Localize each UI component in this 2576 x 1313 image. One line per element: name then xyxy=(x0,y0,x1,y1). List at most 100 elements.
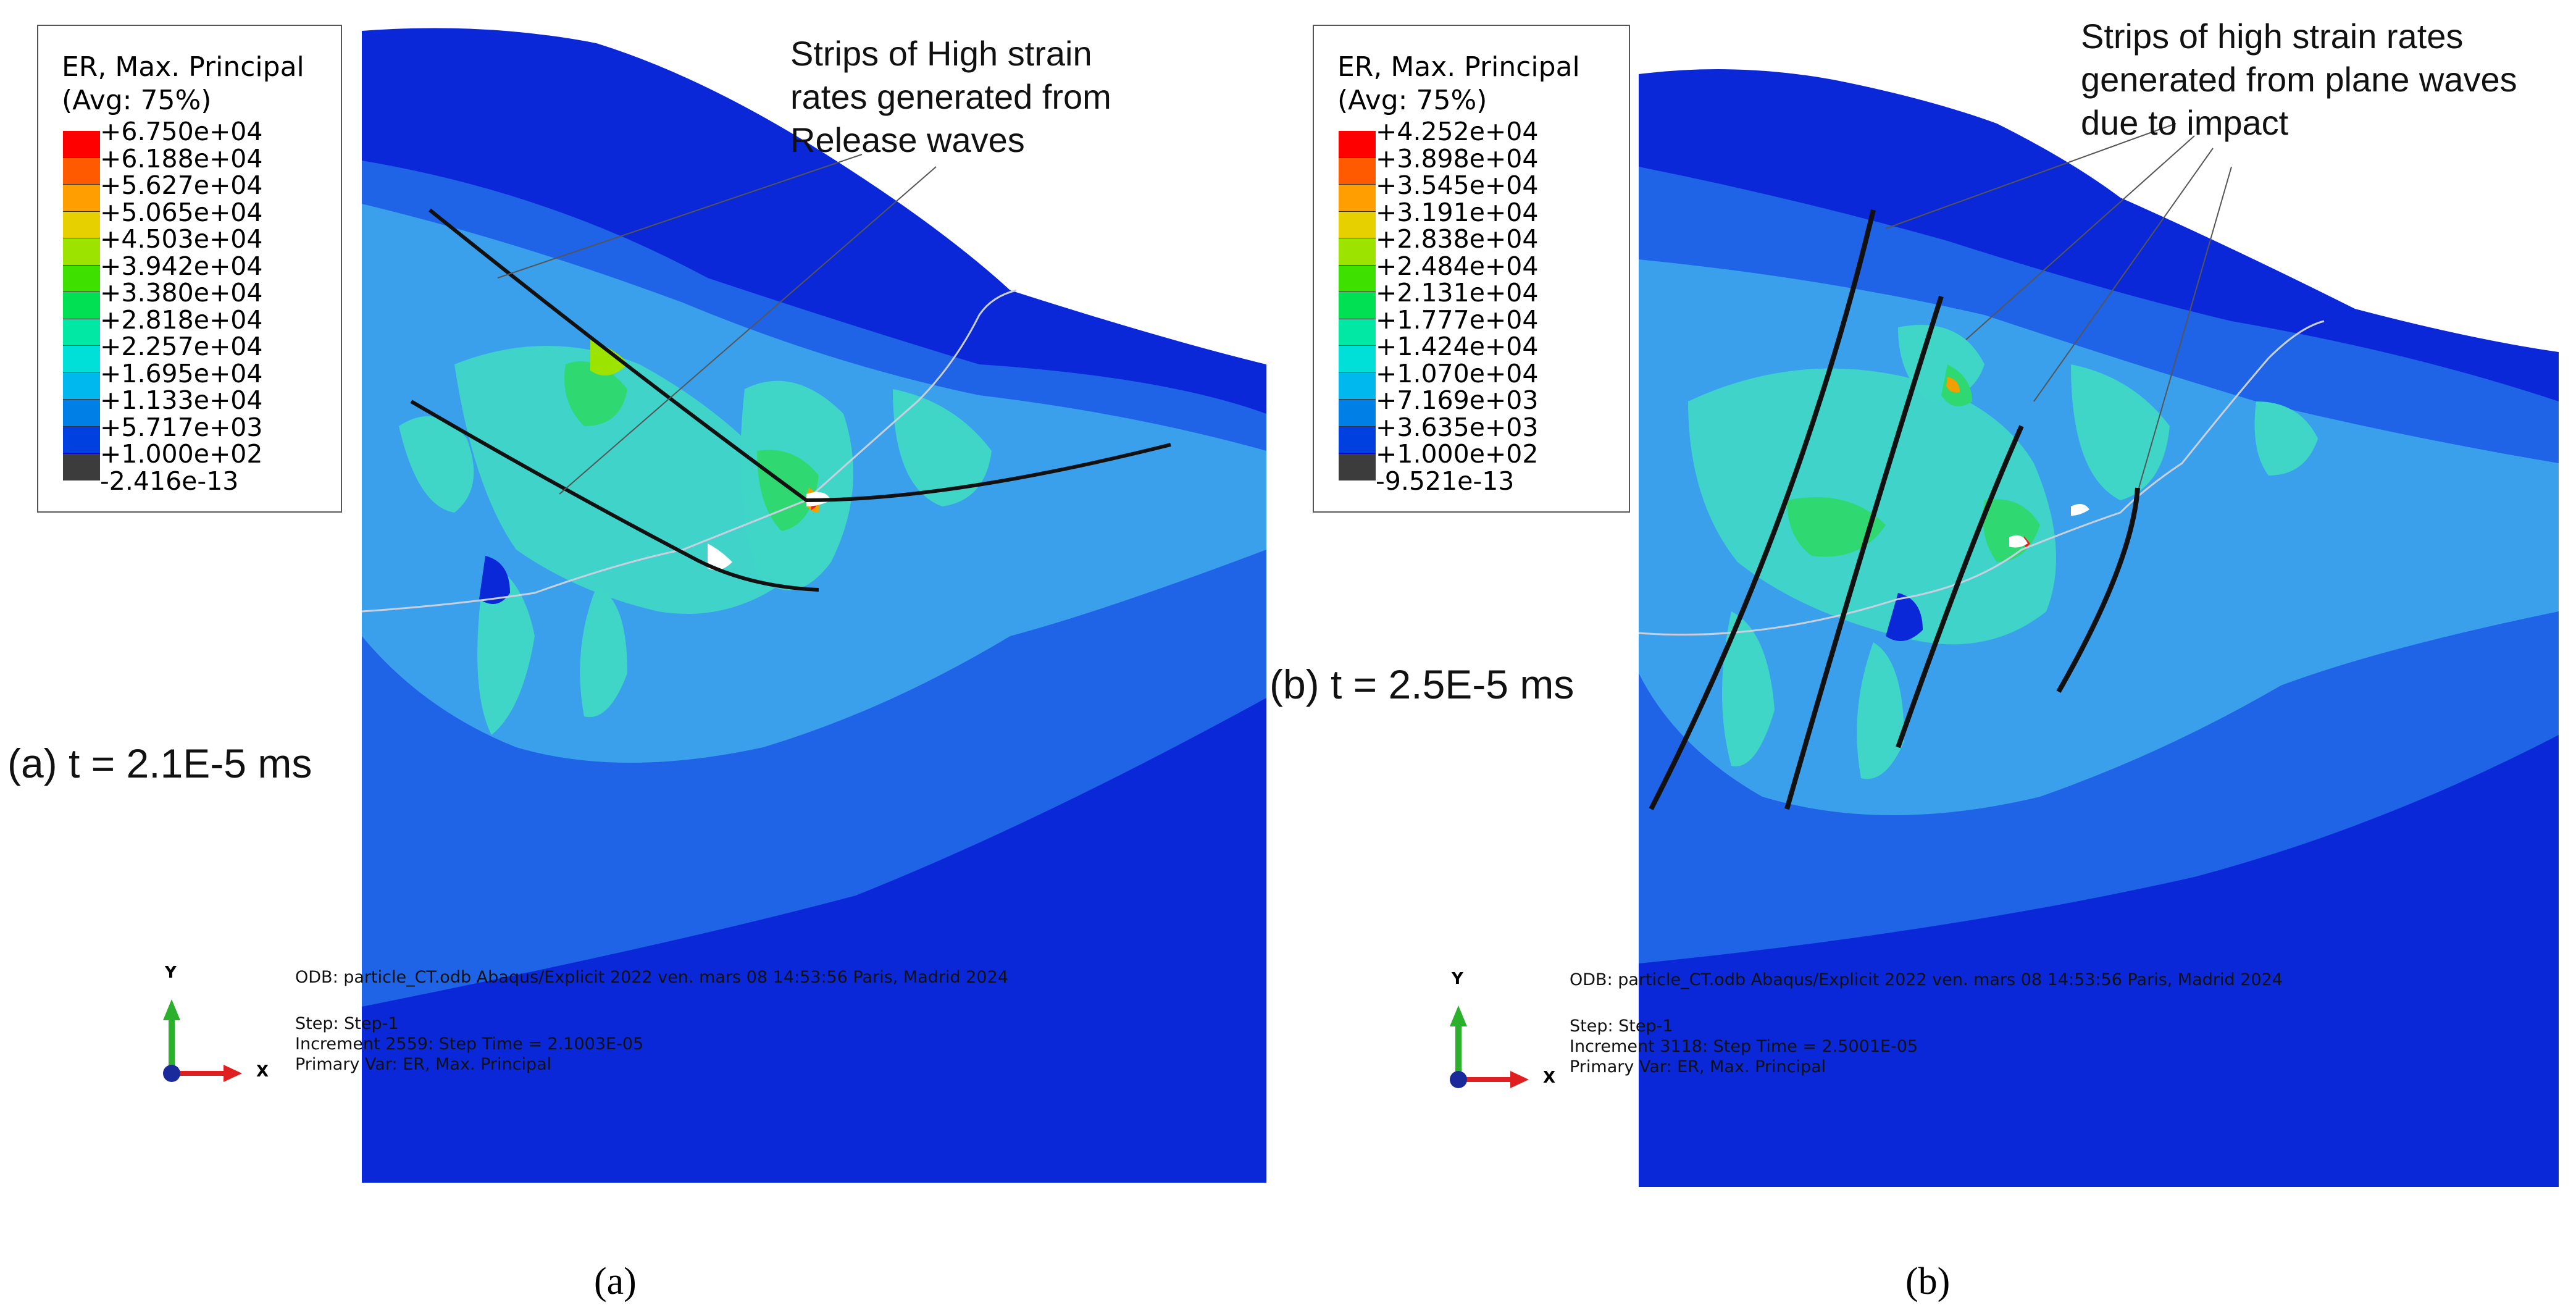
legend-value: +1.133e+04 xyxy=(100,385,263,415)
legend-entry: +3.380e+04 xyxy=(63,278,384,319)
legend-swatch xyxy=(1339,426,1376,453)
legend-swatch xyxy=(63,372,100,400)
legend-entry: +2.484e+04 xyxy=(1339,251,1660,292)
axis-triad-b: Y X xyxy=(1441,970,1577,1105)
odb-line: ODB: particle_CT.odb Abaqus/Explicit 202… xyxy=(295,968,1008,987)
legend-entry: +2.818e+04 xyxy=(63,304,384,346)
legend-value: +5.717e+03 xyxy=(100,412,263,442)
y-axis-label: Y xyxy=(165,963,177,982)
contour-field-a xyxy=(362,19,1266,1183)
legend-swatch xyxy=(1339,211,1376,238)
legend-swatch xyxy=(63,346,100,373)
time-label-b: (b) t = 2.5E-5 ms xyxy=(1269,661,1574,707)
legend-swatch xyxy=(1339,131,1376,158)
legend-value: +1.424e+04 xyxy=(1376,332,1539,361)
legend-value: +3.635e+03 xyxy=(1376,412,1539,442)
legend-entry: +4.252e+04 xyxy=(1339,119,1660,158)
legend-value: +2.484e+04 xyxy=(1376,251,1539,281)
legend-entry: +1.133e+04 xyxy=(63,385,384,427)
legend-swatch xyxy=(1339,400,1376,427)
legend-entry: +5.717e+03 xyxy=(63,412,384,453)
legend-swatch xyxy=(1339,238,1376,266)
legend-value: +5.065e+04 xyxy=(100,197,263,227)
legend-swatch xyxy=(1339,185,1376,212)
legend-entry: +3.191e+04 xyxy=(1339,197,1660,238)
legend-entry: +3.635e+03 xyxy=(1339,412,1660,453)
legend-entry: +6.750e+04 xyxy=(63,117,384,158)
time-label-a: (a) t = 2.1E-5 ms xyxy=(7,740,312,786)
axis-triad-icon xyxy=(1450,1005,1529,1088)
legend-value: +2.131e+04 xyxy=(1376,278,1539,308)
legend-b: ER, Max. Principal (Avg: 75%) +4.252e+04… xyxy=(1313,25,1630,513)
legend-title: ER, Max. Principal (Avg: 75%) xyxy=(62,51,304,116)
legend-value: +6.188e+04 xyxy=(100,143,263,174)
legend-value: +1.695e+04 xyxy=(100,358,263,388)
legend-value: +2.257e+04 xyxy=(100,332,263,361)
legend-entry: +3.898e+04 xyxy=(1339,143,1660,185)
annotation-b: Strips of high strain rates generated fr… xyxy=(2081,15,2517,145)
legend-entry: +7.169e+03 xyxy=(1339,387,1660,427)
legend-value: +1.000e+02 xyxy=(1376,439,1539,469)
axis-triad-a: Y X xyxy=(154,963,290,1099)
legend-swatch xyxy=(1339,292,1376,319)
legend-value: +3.380e+04 xyxy=(100,278,263,308)
annotation-line: Strips of high strain rates xyxy=(2081,17,2464,56)
caption-b: (b) xyxy=(1905,1261,1951,1303)
contour-field-b xyxy=(1639,56,2559,1187)
legend-value: +2.818e+04 xyxy=(100,304,263,335)
legend-swatch xyxy=(63,400,100,427)
step-line: Step: Step-1 xyxy=(1570,1017,1673,1036)
legend-entry: +1.070e+04 xyxy=(1339,358,1660,400)
legend-value: +5.627e+04 xyxy=(100,170,263,200)
annotation-a: Strips of High strain rates generated fr… xyxy=(790,32,1111,162)
annotation-line: rates generated from xyxy=(790,77,1111,116)
legend-title: ER, Max. Principal (Avg: 75%) xyxy=(1337,51,1580,116)
legend-swatch xyxy=(63,131,100,158)
legend-entry: +5.065e+04 xyxy=(63,197,384,238)
legend-swatch xyxy=(1339,265,1376,292)
panel-b: ER, Max. Principal (Avg: 75%) +4.252e+04… xyxy=(1269,0,2576,1313)
annotation-line: Strips of High strain xyxy=(790,34,1092,73)
legend-entry: -9.521e-13 xyxy=(1339,453,1660,496)
legend-value: +6.750e+04 xyxy=(100,117,263,146)
legend-value: +3.898e+04 xyxy=(1376,143,1539,174)
legend-swatch xyxy=(63,292,100,319)
legend-a: ER, Max. Principal (Avg: 75%) +6.750e+04… xyxy=(37,25,342,513)
legend-entry: +1.424e+04 xyxy=(1339,332,1660,373)
caption-a: (a) xyxy=(594,1261,637,1303)
odb-info-a: ODB: particle_CT.odb Abaqus/Explicit 202… xyxy=(295,967,1008,1075)
legend-entry: +2.257e+04 xyxy=(63,332,384,373)
x-axis-label: X xyxy=(1543,1068,1556,1087)
legend-swatch xyxy=(1339,453,1376,480)
legend-swatch xyxy=(63,185,100,212)
panel-a: ER, Max. Principal (Avg: 75%) +6.750e+04… xyxy=(7,19,1266,1303)
legend-entry: +1.000e+02 xyxy=(63,441,384,468)
legend-swatch xyxy=(63,265,100,292)
legend-value: +1.070e+04 xyxy=(1376,358,1539,388)
legend-swatch xyxy=(63,453,100,480)
legend-entry: +1.777e+04 xyxy=(1339,304,1660,346)
annotation-line: due to impact xyxy=(2081,103,2289,142)
legend-entry: +6.188e+04 xyxy=(63,143,384,185)
legend-value: +2.838e+04 xyxy=(1376,224,1539,254)
legend-swatch xyxy=(63,319,100,346)
legend-value: +1.000e+02 xyxy=(100,439,263,469)
legend-entry: +3.545e+04 xyxy=(1339,172,1660,212)
annotation-line: generated from plane waves xyxy=(2081,60,2517,99)
legend-swatch xyxy=(1339,319,1376,346)
legend-entry: +3.942e+04 xyxy=(63,253,384,292)
step-line: Step: Step-1 xyxy=(295,1014,399,1033)
legend-entry: +4.503e+04 xyxy=(63,224,384,266)
legend-value: +4.503e+04 xyxy=(100,224,263,254)
legend-value: -9.521e-13 xyxy=(1376,466,1515,496)
x-axis-label: X xyxy=(256,1062,269,1081)
y-axis-label: Y xyxy=(1452,970,1463,988)
legend-entry: +5.627e+04 xyxy=(63,170,384,212)
legend-value: +1.777e+04 xyxy=(1376,304,1539,335)
primary-var-line: Primary Var: ER, Max. Principal xyxy=(1570,1057,1826,1076)
legend-value: +3.191e+04 xyxy=(1376,197,1539,227)
legend-swatch xyxy=(63,426,100,453)
legend-swatch xyxy=(1339,372,1376,400)
legend-swatch xyxy=(1339,346,1376,373)
legend-swatch xyxy=(63,238,100,266)
